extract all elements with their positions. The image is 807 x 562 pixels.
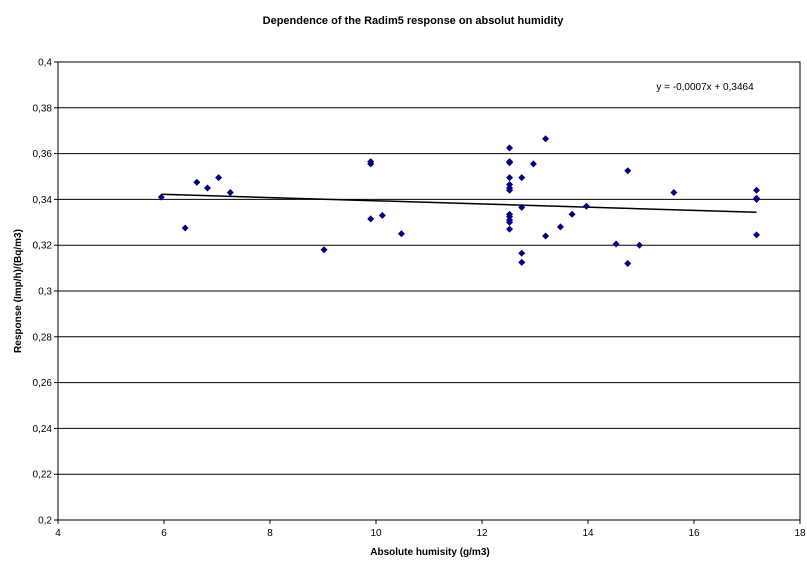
data-point bbox=[506, 218, 514, 226]
y-tick-label: 0,26 bbox=[33, 378, 53, 389]
data-point bbox=[506, 174, 514, 182]
data-point bbox=[753, 231, 761, 239]
data-point bbox=[518, 174, 526, 182]
data-point bbox=[753, 186, 761, 194]
x-axis: 4 6 8 10 12 14 16 18 bbox=[55, 520, 806, 539]
y-axis-title: Response (Imp/h)/(Bq/m3) bbox=[13, 229, 24, 353]
x-tick-label: 6 bbox=[161, 528, 167, 539]
trendline bbox=[161, 193, 757, 214]
x-tick-label: 12 bbox=[476, 528, 488, 539]
data-point bbox=[612, 240, 620, 248]
y-tick-label: 0,24 bbox=[33, 424, 53, 435]
data-point bbox=[203, 184, 211, 192]
y-tick-label: 0,32 bbox=[33, 241, 53, 252]
data-point bbox=[518, 258, 526, 266]
y-tick-label: 0,36 bbox=[33, 149, 53, 160]
y-tick-label: 0,3 bbox=[38, 287, 52, 298]
chart-title: Dependence of the Radim5 response on abs… bbox=[263, 15, 565, 27]
data-point bbox=[320, 246, 328, 254]
data-point bbox=[518, 249, 526, 257]
data-point bbox=[226, 189, 234, 197]
trendline-layer bbox=[161, 193, 757, 214]
y-tick-label: 0,22 bbox=[33, 470, 53, 481]
x-tick-label: 16 bbox=[688, 528, 700, 539]
data-point bbox=[506, 225, 514, 233]
x-axis-title: Absolute humisity (g/m3) bbox=[370, 547, 489, 558]
data-point bbox=[582, 202, 590, 210]
data-point bbox=[378, 211, 386, 219]
data-point bbox=[635, 241, 643, 249]
data-point bbox=[157, 193, 165, 201]
y-tick-label: 0,38 bbox=[33, 103, 53, 114]
data-point bbox=[367, 160, 375, 168]
data-point bbox=[193, 178, 201, 186]
data-point bbox=[542, 232, 550, 240]
x-tick-label: 4 bbox=[55, 528, 61, 539]
data-point bbox=[215, 174, 223, 182]
data-point bbox=[556, 223, 564, 231]
data-point bbox=[670, 189, 678, 197]
data-point bbox=[529, 160, 537, 168]
trendline-equation: y = -0,0007x + 0,3464 bbox=[656, 82, 754, 93]
data-point bbox=[367, 215, 375, 223]
data-point bbox=[624, 167, 632, 175]
data-point bbox=[624, 260, 632, 268]
x-tick-label: 10 bbox=[370, 528, 382, 539]
data-point bbox=[568, 210, 576, 218]
y-tick-label: 0,4 bbox=[38, 58, 52, 69]
data-points bbox=[157, 135, 761, 268]
data-point bbox=[506, 186, 514, 194]
y-tick-label: 0,34 bbox=[33, 195, 53, 206]
data-point bbox=[753, 195, 761, 203]
data-point bbox=[397, 230, 405, 238]
gridlines bbox=[58, 107, 800, 475]
data-point bbox=[506, 159, 514, 167]
data-point bbox=[506, 144, 514, 152]
y-axis: 0,2 0,22 0,24 0,26 0,28 0,3 0,32 0,34 0,36 0,38 0,… bbox=[33, 58, 58, 527]
data-point bbox=[181, 224, 189, 232]
x-tick-label: 8 bbox=[267, 528, 273, 539]
x-tick-label: 14 bbox=[582, 528, 594, 539]
y-tick-label: 0,28 bbox=[33, 332, 53, 343]
x-tick-label: 18 bbox=[794, 528, 806, 539]
data-point bbox=[542, 135, 550, 143]
data-point bbox=[518, 203, 526, 211]
y-tick-label: 0,2 bbox=[38, 516, 52, 527]
